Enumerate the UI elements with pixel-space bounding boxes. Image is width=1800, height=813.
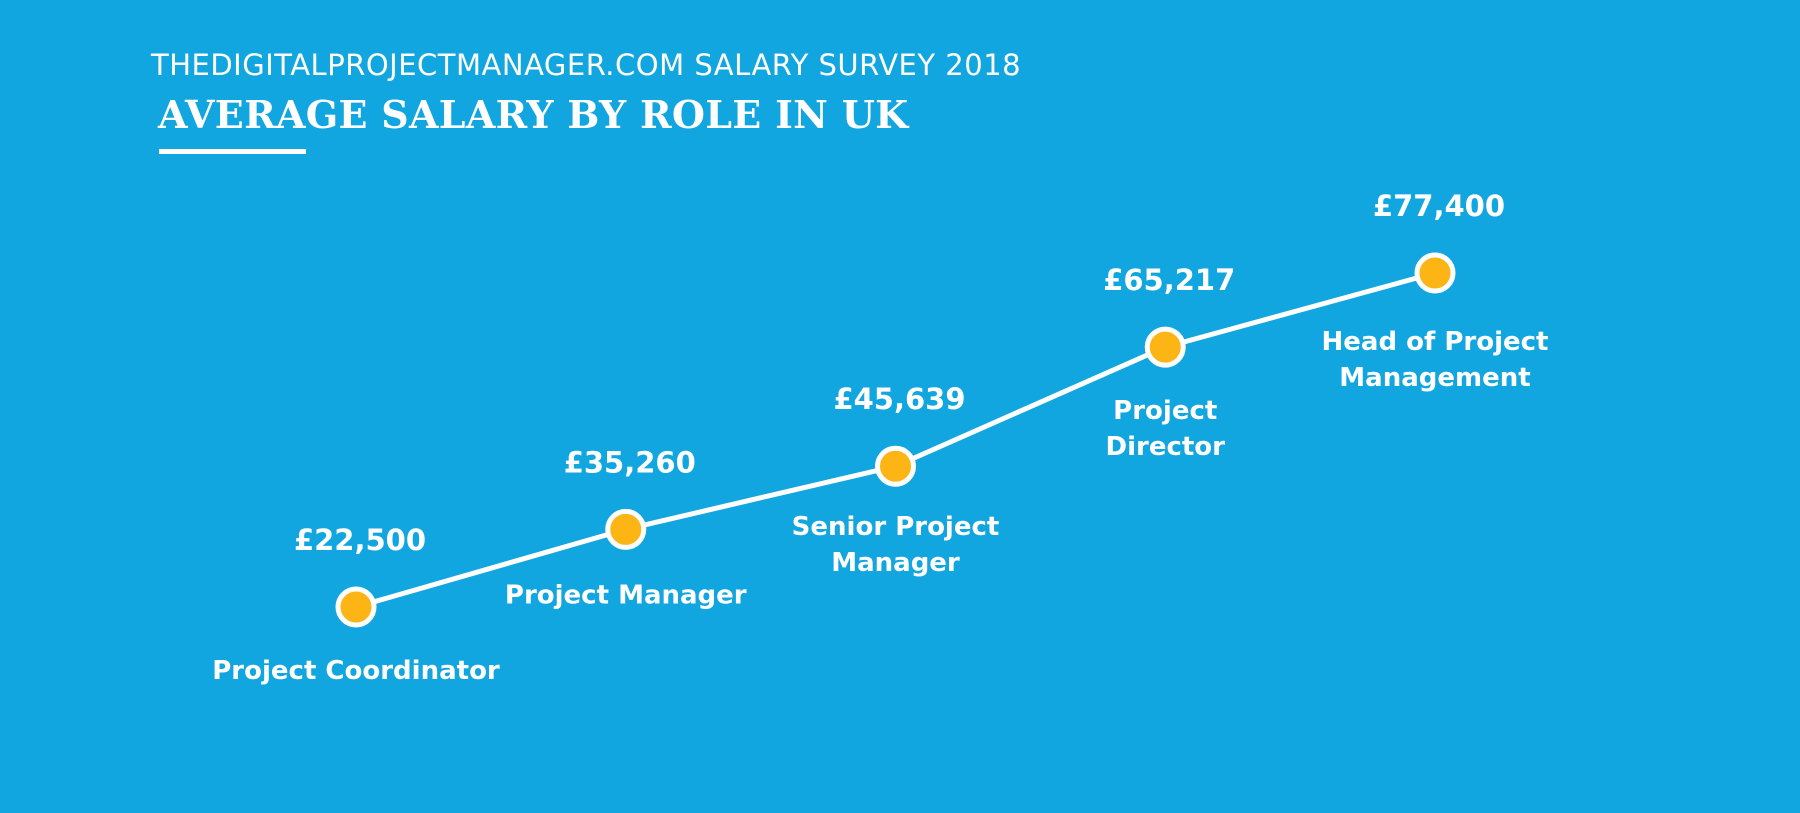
data-point-marker [875,445,916,487]
category-label: Head of Project Management [1322,327,1549,393]
data-point-marker [335,586,377,628]
data-value-label: £45,639 [833,382,965,416]
data-point-marker [1144,326,1186,368]
data-point-marker [605,508,647,550]
category-label: Project Director [1106,396,1226,462]
category-label: Project Manager [505,580,747,610]
survey-supertitle: THEDIGITALPROJECTMANAGER.COM SALARY SURV… [151,48,1022,82]
chart-title: AVERAGE SALARY BY ROLE IN UK [158,92,909,137]
data-value-label: £35,260 [564,445,696,479]
data-value-label: £65,217 [1103,263,1235,297]
title-underline [159,149,306,154]
data-value-label: £22,500 [294,523,426,557]
category-label: Senior Project Manager [792,512,1000,578]
category-label: Project Coordinator [212,656,500,686]
data-value-label: £77,400 [1373,189,1505,223]
data-point-marker [1414,252,1456,294]
